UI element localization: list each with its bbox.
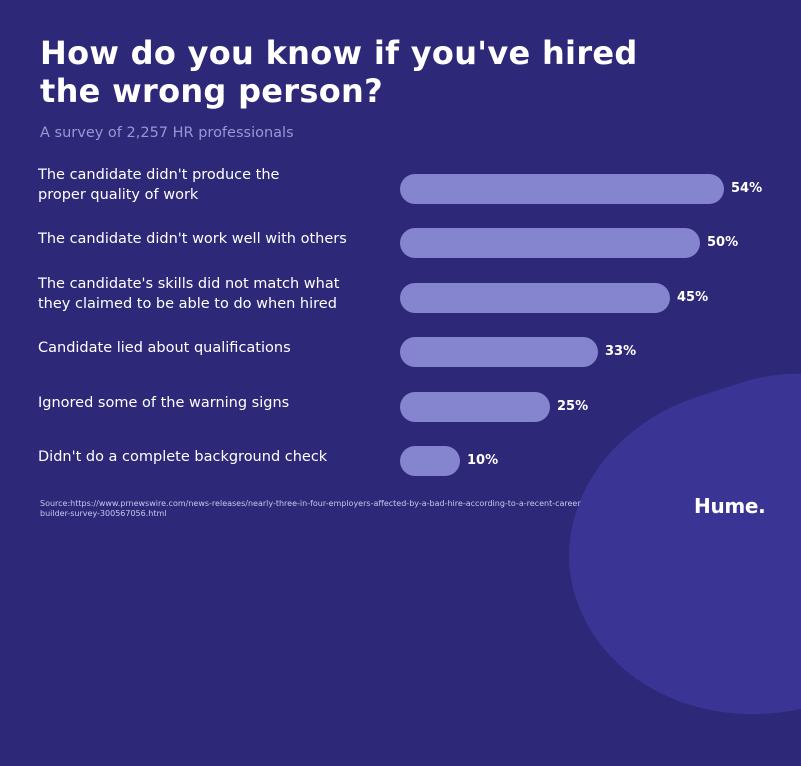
bar-value-label: 54% — [731, 181, 763, 196]
category-label: Ignored some of the warning signs — [38, 393, 368, 413]
category-label: Didn't do a complete background check — [38, 447, 368, 467]
source-line-2: builder-survey-300567056.html — [40, 509, 167, 518]
category-label: The candidate didn't produce the proper q… — [38, 165, 368, 205]
title-line-1: How do you know if you've hired — [40, 34, 638, 72]
category-label: The candidate didn't work well with othe… — [38, 229, 368, 249]
category-label-line: Didn't do a complete background check — [38, 449, 328, 465]
bar — [400, 337, 598, 368]
subtitle: A survey of 2,257 HR professionals — [40, 125, 294, 141]
category-label-line: Ignored some of the warning signs — [38, 394, 290, 411]
category-label-line: proper quality of work — [38, 187, 199, 203]
bar — [400, 282, 670, 313]
category-label-line: Candidate lied about qualifications — [38, 340, 291, 357]
page-title: How do you know if you've hired the wron… — [40, 34, 740, 110]
category-label-line: The candidate didn't work well with othe… — [38, 231, 347, 248]
bar — [400, 446, 460, 476]
category-label-line: they claimed to be able to do when hired — [38, 295, 337, 312]
category-label-line: The candidate didn't produce the — [38, 167, 280, 183]
category-label-line: The candidate's skills did not match wha… — [38, 275, 340, 292]
bar — [400, 391, 550, 422]
bar-value-label: 33% — [605, 344, 637, 360]
bar-value-label: 10% — [467, 453, 499, 468]
source-note: Source:https://www.prnewswire.com/news-r… — [40, 499, 640, 519]
category-label: The candidate's skills did not match wha… — [38, 274, 368, 314]
bar — [400, 174, 724, 204]
brand-logo: Hume. — [694, 494, 766, 518]
category-label: Candidate lied about qualifications — [38, 338, 368, 358]
bar-value-label: 45% — [677, 289, 709, 305]
bar-value-label: 50% — [707, 235, 739, 251]
bar — [400, 228, 700, 259]
source-line-1: Source:https://www.prnewswire.com/news-r… — [40, 499, 581, 508]
bar-value-label: 25% — [557, 398, 589, 414]
title-line-2: the wrong person? — [40, 72, 383, 110]
